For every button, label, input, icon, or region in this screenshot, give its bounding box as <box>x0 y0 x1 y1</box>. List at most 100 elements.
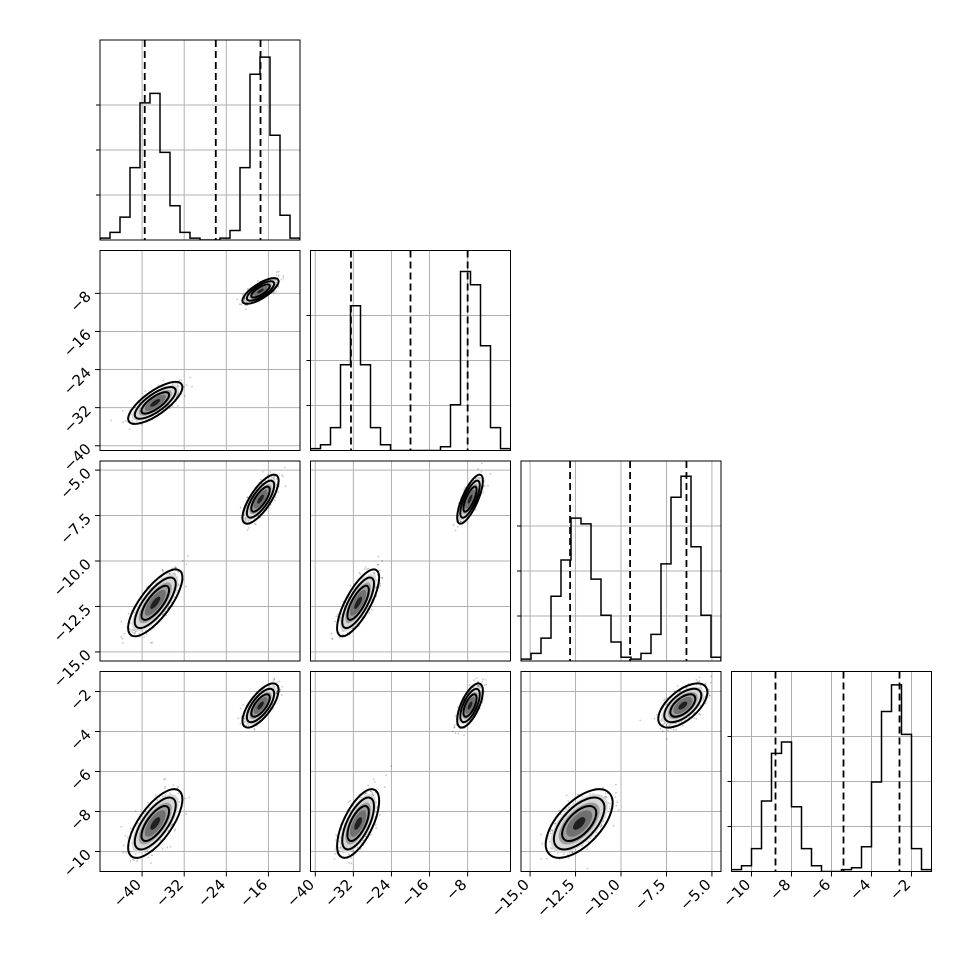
scatter-point <box>459 519 462 522</box>
panel-2-0: −15.0−12.5−10.0−7.5−5.0 <box>50 460 301 691</box>
scatter-point <box>140 423 143 426</box>
contour-line <box>133 576 177 630</box>
density-fill <box>467 494 473 504</box>
scatter-point <box>161 569 164 572</box>
scatter-point <box>254 523 257 526</box>
panel-frame <box>99 39 301 241</box>
scatter-point <box>282 475 284 478</box>
panel-2-1 <box>310 460 511 662</box>
scatter-point <box>185 563 188 566</box>
scatter-point <box>130 413 133 416</box>
scatter-point <box>335 615 338 618</box>
scatter-point <box>482 491 485 494</box>
scatter-point <box>379 584 382 587</box>
scatter-cloud <box>120 466 287 644</box>
histogram-step <box>521 475 721 661</box>
scatter-point <box>191 385 193 388</box>
scatter-point <box>134 810 137 813</box>
scatter-point <box>181 559 184 562</box>
scatter-point <box>129 827 132 830</box>
scatter-point <box>282 276 285 279</box>
scatter-point <box>121 637 124 640</box>
scatter-point <box>379 582 381 585</box>
scatter-point <box>261 471 264 473</box>
scatter-point <box>172 382 175 385</box>
scatter-point <box>122 421 125 424</box>
scatter-point <box>253 728 256 731</box>
scatter-point <box>456 525 459 528</box>
scatter-point <box>174 382 177 385</box>
scatter-point <box>245 519 248 522</box>
scatter-point <box>330 637 333 640</box>
scatter-point <box>246 496 248 499</box>
scatter-point <box>129 628 131 631</box>
scatter-point <box>489 472 492 475</box>
scatter-point <box>123 632 126 635</box>
scatter-point <box>240 303 243 306</box>
scatter-point <box>275 274 278 277</box>
scatter-point <box>284 485 287 488</box>
scatter-point <box>363 568 366 571</box>
scatter-point <box>239 707 242 710</box>
scatter-point <box>275 271 278 273</box>
scatter-point <box>177 785 180 788</box>
scatter-point <box>133 611 136 614</box>
scatter-point <box>349 584 352 587</box>
contour-line <box>336 568 381 638</box>
scatter-point <box>171 405 174 408</box>
contour-line <box>341 576 375 630</box>
scatter-point <box>273 677 276 680</box>
scatter-point <box>244 518 247 521</box>
density-fill <box>354 596 362 609</box>
scatter-point <box>459 521 462 523</box>
scatter-point <box>165 614 168 617</box>
panel-1-1 <box>306 250 511 451</box>
scatter-point <box>334 620 337 623</box>
density-fill <box>150 596 161 609</box>
scatter-point <box>272 476 275 479</box>
scatter-point <box>373 572 376 574</box>
scatter-point <box>336 613 339 616</box>
scatter-point <box>134 632 137 634</box>
scatter-point <box>277 491 280 494</box>
scatter-point <box>177 792 180 795</box>
scatter-point <box>122 642 124 644</box>
scatter-point <box>246 301 248 304</box>
scatter-point <box>275 692 278 695</box>
scatter-point <box>169 407 171 410</box>
scatter-point <box>183 386 185 388</box>
y-tick-label: −24 <box>60 364 95 399</box>
scatter-point <box>275 290 278 293</box>
scatter-point <box>124 420 127 423</box>
scatter-point <box>276 681 279 684</box>
scatter-point <box>268 684 271 687</box>
scatter-point <box>184 395 186 398</box>
scatter-point <box>120 620 123 623</box>
contour-line <box>241 277 280 305</box>
scatter-point <box>143 636 146 638</box>
scatter-point <box>377 563 379 566</box>
y-tick-label: −8 <box>66 287 94 315</box>
contour-line <box>459 479 481 519</box>
scatter-point <box>188 796 191 799</box>
scatter-point <box>129 621 132 624</box>
scatter-point <box>134 852 137 855</box>
scatter-point <box>274 496 277 499</box>
scatter-point <box>256 280 259 282</box>
scatter-point <box>128 428 131 430</box>
scatter-point <box>359 573 362 576</box>
scatter-point <box>458 518 460 521</box>
scatter-point <box>366 568 368 571</box>
scatter-point <box>273 475 275 478</box>
scatter-cloud <box>330 462 492 641</box>
scatter-point <box>273 499 276 502</box>
scatter-point <box>242 293 244 296</box>
scatter-point <box>162 570 165 573</box>
scatter-point <box>375 585 378 588</box>
scatter-point <box>185 384 188 386</box>
scatter-cloud <box>110 270 285 430</box>
panel-3-0: −40 −32 −24 −16−10−8−6−4−2 <box>60 671 301 911</box>
scatter-point <box>121 410 124 412</box>
scatter-point <box>122 851 124 854</box>
